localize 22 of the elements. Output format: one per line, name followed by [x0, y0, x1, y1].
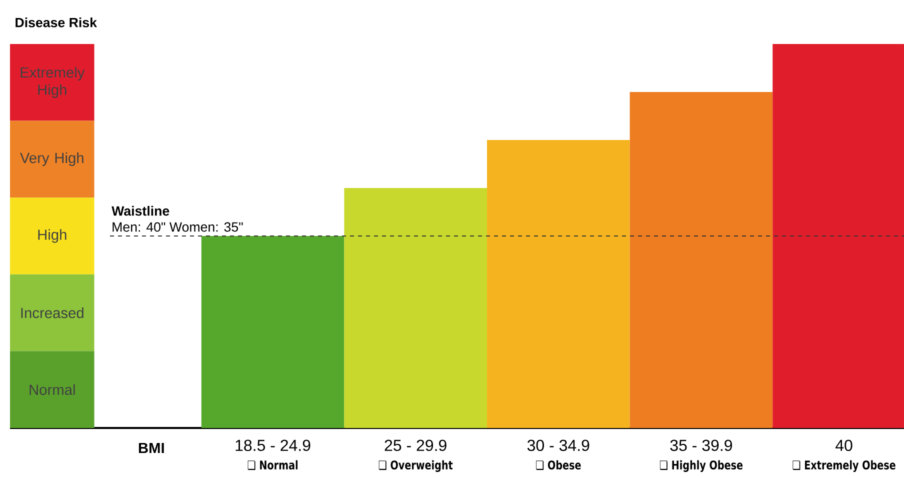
text: ❏ Overweight	[378, 460, 453, 472]
text: Normal	[30, 384, 75, 395]
y-axis-title: Disease Risk	[16, 17, 97, 28]
text: ❏ Highly Obese	[660, 460, 743, 472]
text: High	[38, 229, 66, 243]
text: Very High	[20, 152, 84, 166]
bar	[201, 236, 344, 428]
text: Extremely High	[20, 66, 85, 98]
bar	[486, 140, 630, 428]
x-tick-label: 25 - 29.9	[384, 440, 446, 452]
text: ❏ Normal	[248, 460, 298, 470]
bar	[344, 188, 487, 428]
x-tick-label: 30 - 34.9	[527, 440, 590, 452]
x-tick-label: 40	[835, 440, 852, 452]
text: ❏ Obese	[536, 460, 581, 470]
annotation: Men: 40" Women: 35"	[112, 222, 243, 232]
text: Increased	[21, 307, 84, 318]
text: ❏ Extremely Obese	[792, 460, 896, 472]
x-tick-label: 35 - 39.9	[670, 440, 732, 452]
x-axis-title: BMI	[138, 442, 164, 454]
x-tick-label: 18.5 - 24.9	[236, 440, 310, 452]
ref-line-label: Waistline	[112, 206, 170, 216]
